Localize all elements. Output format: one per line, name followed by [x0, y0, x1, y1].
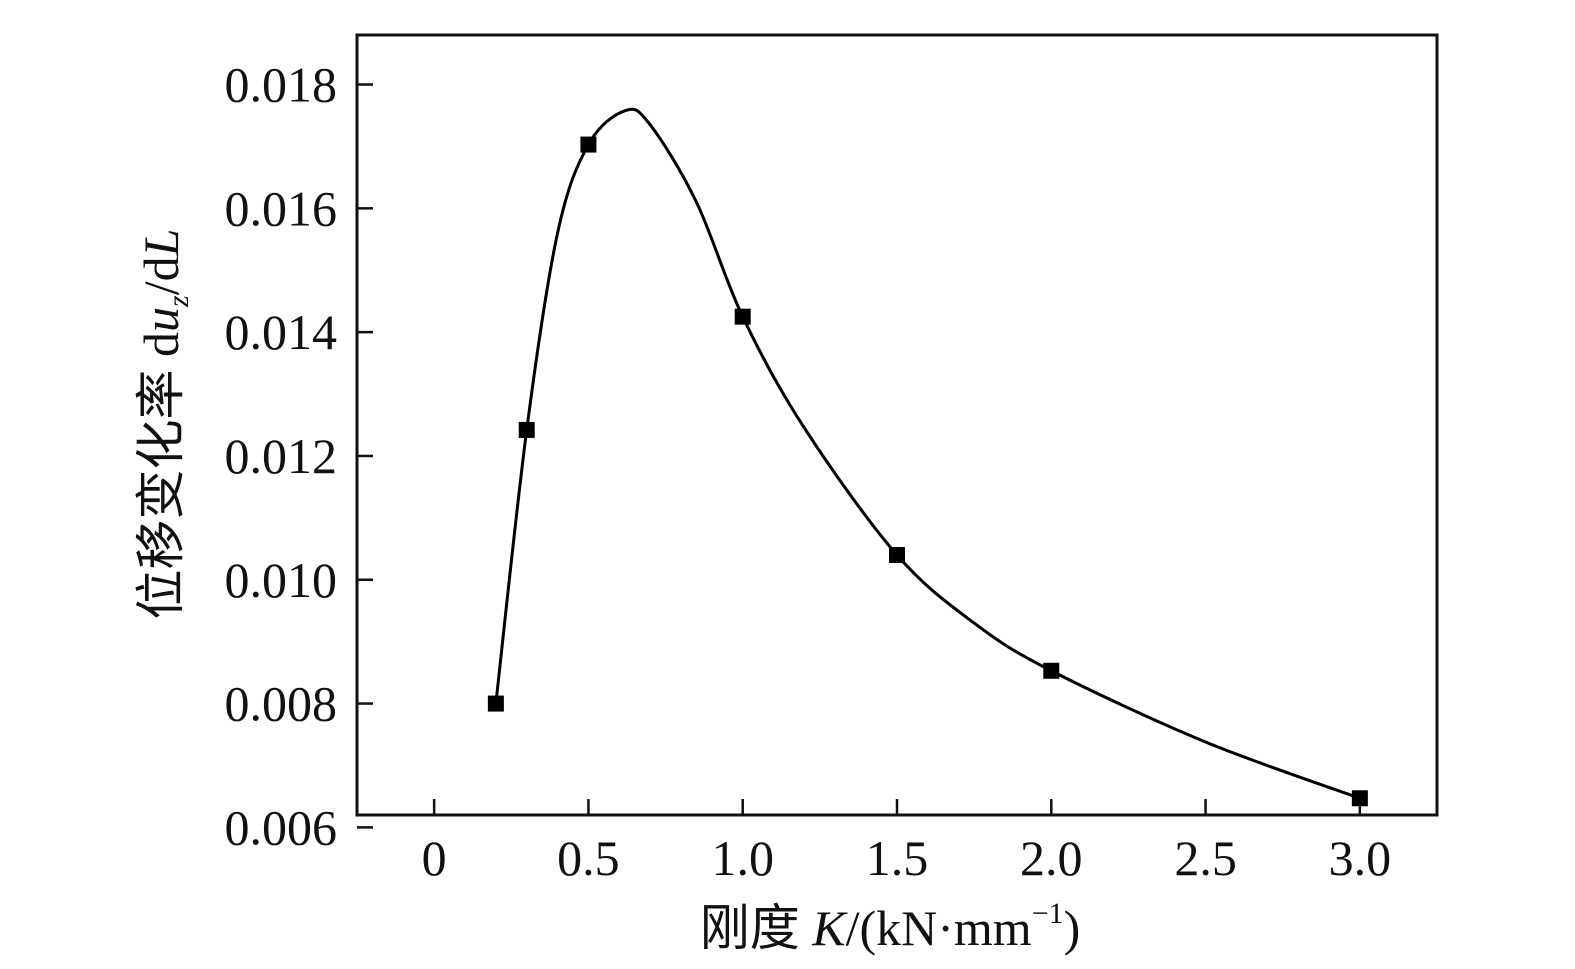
data-point-marker [889, 547, 905, 563]
ticks-layer: 0 0.5 1.0 1.5 2.0 2.5 3.0 0.006 0.008 0.010 0.012 0… [225, 57, 1392, 886]
data-layer [487, 107, 1368, 807]
x-axis-title-close: ) [1064, 900, 1081, 956]
x-axis-title-unit: /(kN·mm [846, 900, 1032, 956]
x-axis-title-var: K [811, 900, 848, 956]
x-tick-label: 2.5 [1174, 830, 1237, 886]
y-tick-label: 0.006 [225, 799, 338, 855]
y-tick-label: 0.018 [225, 57, 338, 113]
series-line [494, 107, 1361, 800]
y-tick-label: 0.008 [225, 676, 338, 732]
x-axis-title-prefix: 刚度 [700, 900, 813, 956]
x-tick-label: 1.0 [711, 830, 774, 886]
y-tick-label: 0.012 [225, 428, 338, 484]
data-point-marker [734, 308, 751, 325]
x-tick-label: 3.0 [1329, 830, 1392, 886]
data-point-marker [518, 421, 535, 438]
x-tick-label: 2.0 [1020, 830, 1083, 886]
x-tick-label: 1.5 [866, 830, 929, 886]
y-tick-label: 0.010 [225, 552, 338, 608]
y-axis-title-var: u [133, 307, 189, 332]
x-tick-label: 0 [422, 830, 447, 886]
x-axis-title-exponent: −1 [1032, 897, 1064, 930]
data-point-marker [580, 136, 597, 153]
y-axis-title-subscript: z [162, 295, 195, 308]
x-tick-label: 0.5 [557, 830, 620, 886]
data-point-marker [487, 695, 504, 712]
plot-frame [355, 33, 1439, 817]
x-axis-title: 刚度 K/(kN·mm−1) [700, 897, 1081, 956]
y-axis-title-prefix: 位移变化率 d [133, 332, 189, 620]
y-axis-title: 位移变化率 duz/dL [133, 229, 195, 620]
y-axis-title-var2: L [133, 229, 189, 258]
y-tick-label: 0.016 [225, 180, 338, 236]
data-point-marker [1351, 790, 1368, 807]
y-tick-label: 0.014 [225, 304, 338, 360]
y-axis-title-mid: /d [133, 256, 189, 295]
data-point-marker [1043, 662, 1060, 679]
